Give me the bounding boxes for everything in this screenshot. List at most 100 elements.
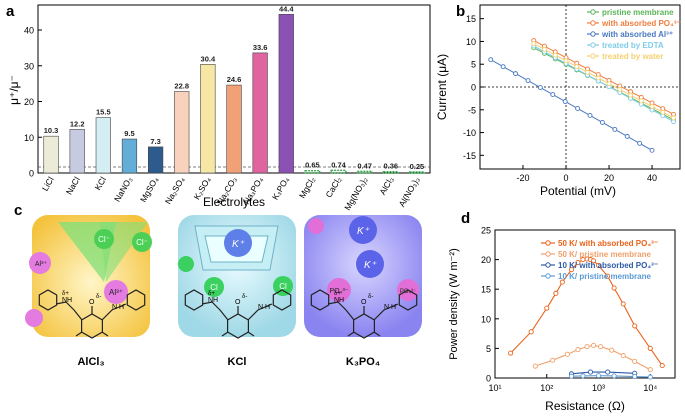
- ion-label: Al³⁺: [35, 261, 48, 268]
- carbonyl-bond: [75, 331, 83, 337]
- x-tick-label: -20: [517, 173, 530, 183]
- y-tick-label: 0: [486, 374, 491, 384]
- data-point: [562, 99, 568, 104]
- delta-minus: δ-: [368, 294, 373, 300]
- data-point: [553, 290, 559, 296]
- bond-chain: [101, 303, 127, 321]
- data-point: [620, 301, 626, 307]
- bar-value-label: 22.8: [174, 82, 189, 91]
- molecule-structures: δ+NHN HOδ-δ+NHN HOδ-δ+NHN HOδ-: [38, 289, 418, 339]
- y-tick-label: 40: [24, 26, 34, 36]
- bar: [356, 170, 373, 174]
- legend-marker: [590, 9, 596, 15]
- y-tick-label: -10: [463, 128, 476, 138]
- ion-label: PO₄³⁻: [330, 288, 349, 295]
- bar-value-label: 0.25: [410, 162, 425, 171]
- category-label: K₃PO₄: [270, 175, 291, 202]
- delta-plus: δ+: [208, 291, 215, 297]
- bar: [95, 117, 111, 174]
- potassium-ion: [224, 229, 252, 257]
- amine-label: NH: [334, 297, 344, 304]
- data-point: [649, 147, 655, 153]
- y-tick-label: 25: [481, 226, 491, 236]
- data-point: [606, 81, 612, 87]
- data-point: [632, 373, 638, 380]
- data-point: [620, 352, 626, 359]
- tile-caption: K₃PO₄: [346, 356, 380, 368]
- data-point: [649, 104, 655, 110]
- carbonyl-bond: [221, 331, 229, 337]
- y-tick-label: 20: [481, 255, 491, 265]
- legend-marker: [590, 31, 596, 37]
- iv-chart: Current (μA) Potential (mV) -15 -10 -5 0 5 10…: [435, 4, 681, 198]
- x-tick-label: 10¹: [488, 383, 501, 393]
- data-point: [542, 46, 547, 52]
- bar: [147, 146, 164, 174]
- bond-chain: [327, 301, 355, 321]
- tile-caption: KCl: [228, 356, 247, 368]
- schematic-panel: Cl⁻ Cl⁻ Al³⁺ Al³⁺ AlCl₃ K⁺ Cl Cl KCl: [25, 215, 422, 368]
- data-point: [590, 258, 597, 264]
- data-point: [595, 373, 602, 379]
- panel-label-a: a: [6, 3, 15, 20]
- imine-h-label: H: [119, 304, 124, 311]
- iv-chart-ylabel: Current (μA): [435, 54, 449, 120]
- bar: [200, 64, 216, 174]
- bond-chain: [373, 303, 399, 321]
- category-label: AlCl₃: [377, 175, 395, 196]
- bar-chart-xlabel: Electrolytes: [203, 195, 265, 209]
- ion-label: Al³⁺: [109, 288, 123, 297]
- bar-chart: μ⁺/μ⁻ Electrolytes 0 10 20 30 40 10.3 LiCl 12.2…: [7, 4, 431, 212]
- data-point: [611, 285, 617, 291]
- bar-value-label: 0.65: [305, 161, 320, 170]
- data-point: [585, 69, 590, 75]
- series-line: [571, 371, 635, 375]
- bar-value-label: 0.74: [331, 160, 346, 169]
- legend-label: treated by water: [602, 52, 663, 61]
- data-point: [525, 78, 531, 84]
- data-point: [617, 86, 623, 92]
- legend-label: 10 K/ with absorbed PO₄³⁻: [558, 261, 658, 270]
- legend-marker: [590, 53, 596, 59]
- delta-minus: δ-: [96, 294, 101, 300]
- category-label: Al(NO₃)₃: [397, 175, 422, 208]
- legend-marker: [545, 251, 551, 257]
- data-point: [488, 57, 494, 63]
- ion-label: K⁺: [357, 226, 370, 237]
- bar-value-label: 44.4: [279, 4, 294, 13]
- phenyl-ring-right: [398, 289, 418, 311]
- data-point: [660, 109, 666, 115]
- legend-label: with absorbed PO₄³⁻: [601, 19, 681, 28]
- phenyl-ring-left: [310, 289, 330, 311]
- oxygen-label: O: [89, 299, 95, 306]
- data-point: [587, 113, 593, 118]
- data-point: [587, 369, 594, 375]
- data-point: [574, 64, 580, 70]
- legend-label: treated by EDTA: [602, 41, 664, 50]
- data-point: [638, 98, 644, 104]
- bar-value-label: 12.2: [70, 119, 85, 128]
- data-point: [612, 126, 618, 132]
- category-label: LiCl: [40, 175, 56, 193]
- data-point: [550, 92, 556, 97]
- data-point: [624, 133, 630, 139]
- ion-label: Cl⁻: [136, 238, 148, 247]
- bar-chart-ylabel: μ⁺/μ⁻: [7, 75, 21, 105]
- x-tick-label: 0: [564, 173, 569, 183]
- data-point: [508, 350, 514, 356]
- bar: [278, 13, 294, 174]
- data-point: [575, 106, 581, 111]
- bar: [121, 138, 138, 174]
- data-point: [528, 329, 534, 335]
- bar: [408, 171, 425, 174]
- y-tick-label: 15: [481, 285, 491, 295]
- delta-plus: δ+: [62, 291, 69, 297]
- bar-value-label: 0.36: [383, 162, 398, 171]
- data-point: [611, 373, 617, 379]
- aluminum-ion: [104, 280, 128, 304]
- y-tick-label: -5: [468, 105, 476, 115]
- bar: [252, 52, 268, 174]
- chloride-ion: [94, 229, 114, 249]
- x-tick-label: 10⁴: [643, 383, 657, 393]
